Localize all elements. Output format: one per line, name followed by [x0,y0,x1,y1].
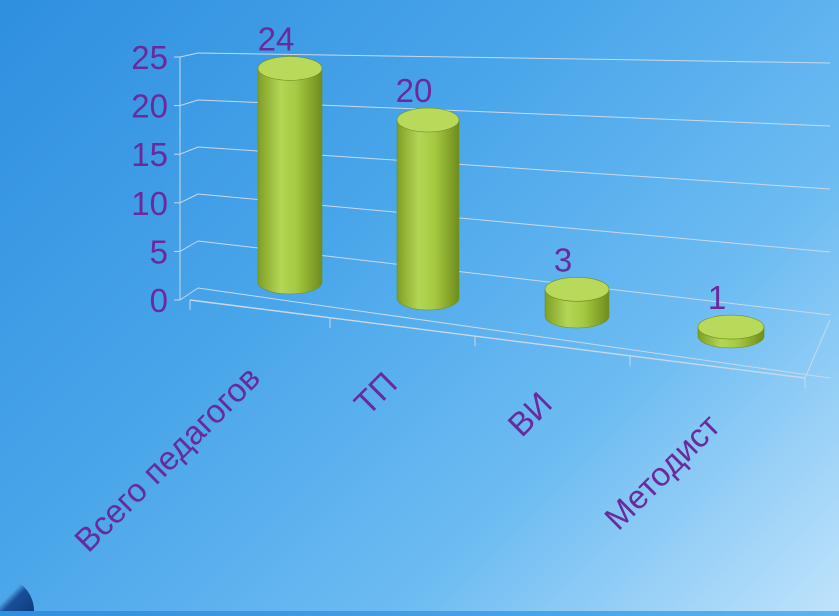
bar-top [396,107,460,133]
bar [257,68,323,295]
bar [396,119,460,311]
grid-side-line [179,287,199,301]
x-category-label: Всего педагогов [67,359,267,559]
grid-line [197,287,831,379]
data-label: 1 [708,279,726,316]
y-tick-label: 25 [131,39,168,76]
y-tick-label: 10 [131,185,168,222]
y-tick-label: 0 [150,282,168,319]
x-category-label: ТП [347,365,404,422]
grid-line [197,52,831,64]
x-axis-line [189,299,806,379]
bar-top [697,314,765,340]
grid-side-line [179,52,199,58]
x-category-label: Методист [597,407,727,537]
bar-top [257,56,323,81]
bar-top [544,276,610,302]
data-label: 24 [258,20,295,57]
grid-side-line [179,146,199,155]
data-label: 3 [554,241,572,278]
x-category-label: ВИ [500,385,559,444]
grid-side-line [179,193,199,204]
grid-side-line [179,240,199,252]
y-tick-label: 15 [131,136,168,173]
y-tick-label: 5 [150,233,168,270]
y-tick-label: 20 [131,88,168,125]
floor-right-edge [804,319,831,379]
data-label: 20 [396,72,433,109]
grid-side-line [179,99,199,107]
